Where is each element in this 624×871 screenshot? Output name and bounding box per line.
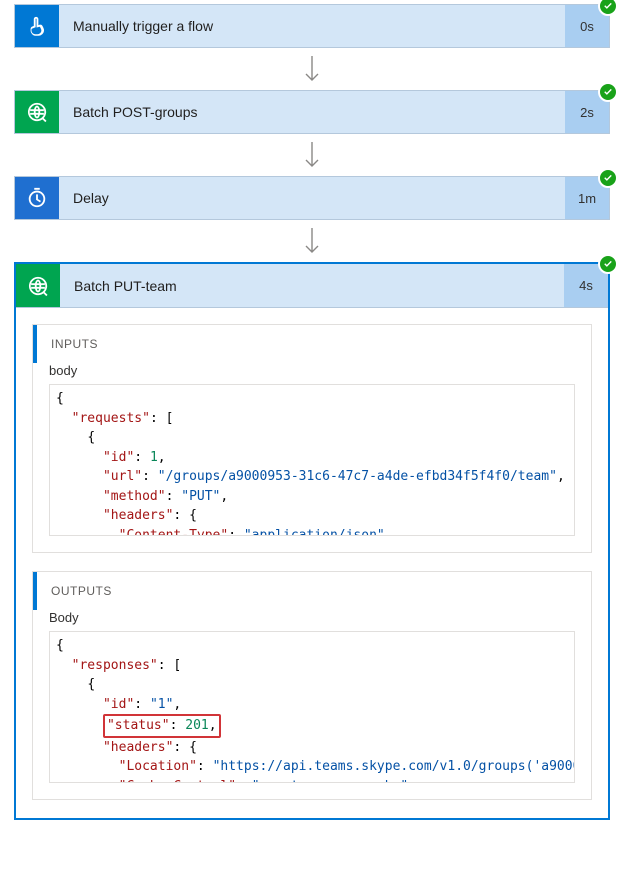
outputs-panel: OUTPUTS Body { "responses": [ { "id": "1… xyxy=(32,571,592,800)
success-badge-icon xyxy=(598,168,618,188)
flow-arrow xyxy=(0,48,624,90)
flow-step-batch-post[interactable]: Batch POST-groups 2s xyxy=(14,90,610,134)
success-badge-icon xyxy=(598,254,618,274)
inputs-body-label: body xyxy=(49,363,575,378)
inputs-panel: INPUTS body { "requests": [ { "id": 1, "… xyxy=(32,324,592,553)
step-header[interactable]: Delay 1m xyxy=(14,176,610,220)
step-title: Delay xyxy=(59,177,565,219)
flow-arrow xyxy=(0,220,624,262)
step-header[interactable]: Batch POST-groups 2s xyxy=(14,90,610,134)
step-header[interactable]: Manually trigger a flow 0s xyxy=(14,4,610,48)
step-title: Batch PUT-team xyxy=(60,264,564,307)
step-title: Manually trigger a flow xyxy=(59,5,565,47)
success-badge-icon xyxy=(598,0,618,16)
inputs-header: INPUTS xyxy=(33,325,591,363)
globe-search-icon xyxy=(15,91,59,133)
flow-step-batch-put-expanded: Batch PUT-team 4s INPUTS body { "request… xyxy=(14,262,610,820)
touch-icon xyxy=(15,5,59,47)
timer-icon xyxy=(15,177,59,219)
flow-arrow xyxy=(0,134,624,176)
flow-step-trigger[interactable]: Manually trigger a flow 0s xyxy=(14,4,610,48)
globe-search-icon xyxy=(16,264,60,307)
outputs-json-viewer[interactable]: { "responses": [ { "id": "1", "status": … xyxy=(49,631,575,783)
step-header[interactable]: Batch PUT-team 4s xyxy=(16,264,608,308)
success-badge-icon xyxy=(598,82,618,102)
step-details: INPUTS body { "requests": [ { "id": 1, "… xyxy=(16,308,608,818)
step-title: Batch POST-groups xyxy=(59,91,565,133)
outputs-body-label: Body xyxy=(49,610,575,625)
inputs-json-viewer[interactable]: { "requests": [ { "id": 1, "url": "/grou… xyxy=(49,384,575,536)
outputs-header: OUTPUTS xyxy=(33,572,591,610)
flow-step-delay[interactable]: Delay 1m xyxy=(14,176,610,220)
